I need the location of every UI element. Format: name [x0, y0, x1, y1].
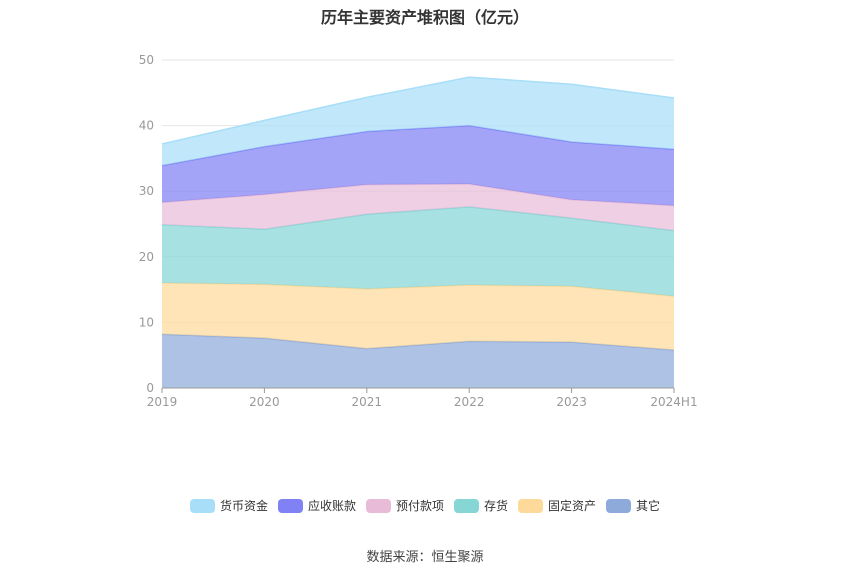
- legend-label: 预付款项: [395, 499, 444, 513]
- legend-item[interactable]: 固定资产: [518, 497, 596, 514]
- legend-swatch: [606, 498, 632, 513]
- chart-legend: 货币资金 应收账款 预付款项 存货 固定资产 其它: [0, 497, 850, 514]
- legend-item[interactable]: 货币资金: [189, 497, 268, 514]
- legend-swatch: [454, 498, 479, 513]
- x-tick-label: 2020: [249, 395, 280, 409]
- legend-swatch: [518, 498, 544, 513]
- source-note: 数据来源：恒生聚源: [366, 550, 484, 565]
- x-tick-label: 2024H1: [650, 395, 697, 409]
- y-tick-label: 30: [139, 184, 154, 198]
- legend-item[interactable]: 预付款项: [365, 497, 444, 514]
- y-tick-label: 0: [146, 381, 154, 395]
- x-tick-label: 2023: [556, 395, 587, 409]
- y-tick-label: 50: [139, 53, 154, 67]
- stacked-area-chart: 0 10 20 30 40 50 2019 2020 2021 2022 2023 2024H1: [139, 53, 698, 409]
- legend-label: 其它: [636, 499, 661, 513]
- legend-swatch: [277, 498, 303, 513]
- area-series: [162, 184, 674, 231]
- y-tick-label: 10: [139, 315, 154, 329]
- area-series-line: [161, 76, 675, 145]
- legend-label: 固定资产: [548, 499, 597, 513]
- x-tick-label: 2021: [352, 395, 383, 409]
- legend-item[interactable]: 其它: [606, 497, 660, 514]
- legend-item[interactable]: 存货: [454, 497, 508, 514]
- area-series: [162, 283, 674, 350]
- legend-swatch: [365, 498, 391, 513]
- legend-swatch: [189, 498, 215, 513]
- legend-label: 存货: [484, 499, 509, 513]
- y-tick-label: 40: [139, 119, 154, 133]
- area-series: [162, 206, 674, 297]
- area-series: [162, 334, 674, 388]
- y-tick-label: 20: [139, 250, 154, 264]
- legend-label: 货币资金: [219, 499, 268, 513]
- x-tick-label: 2019: [147, 395, 178, 409]
- chart-title: 历年主要资产堆积图（亿元）: [320, 8, 529, 27]
- legend-label: 应收账款: [307, 499, 356, 513]
- x-tick-label: 2022: [454, 395, 485, 409]
- area-series: [162, 125, 674, 206]
- legend-item[interactable]: 应收账款: [277, 497, 356, 514]
- area-series: [162, 77, 674, 166]
